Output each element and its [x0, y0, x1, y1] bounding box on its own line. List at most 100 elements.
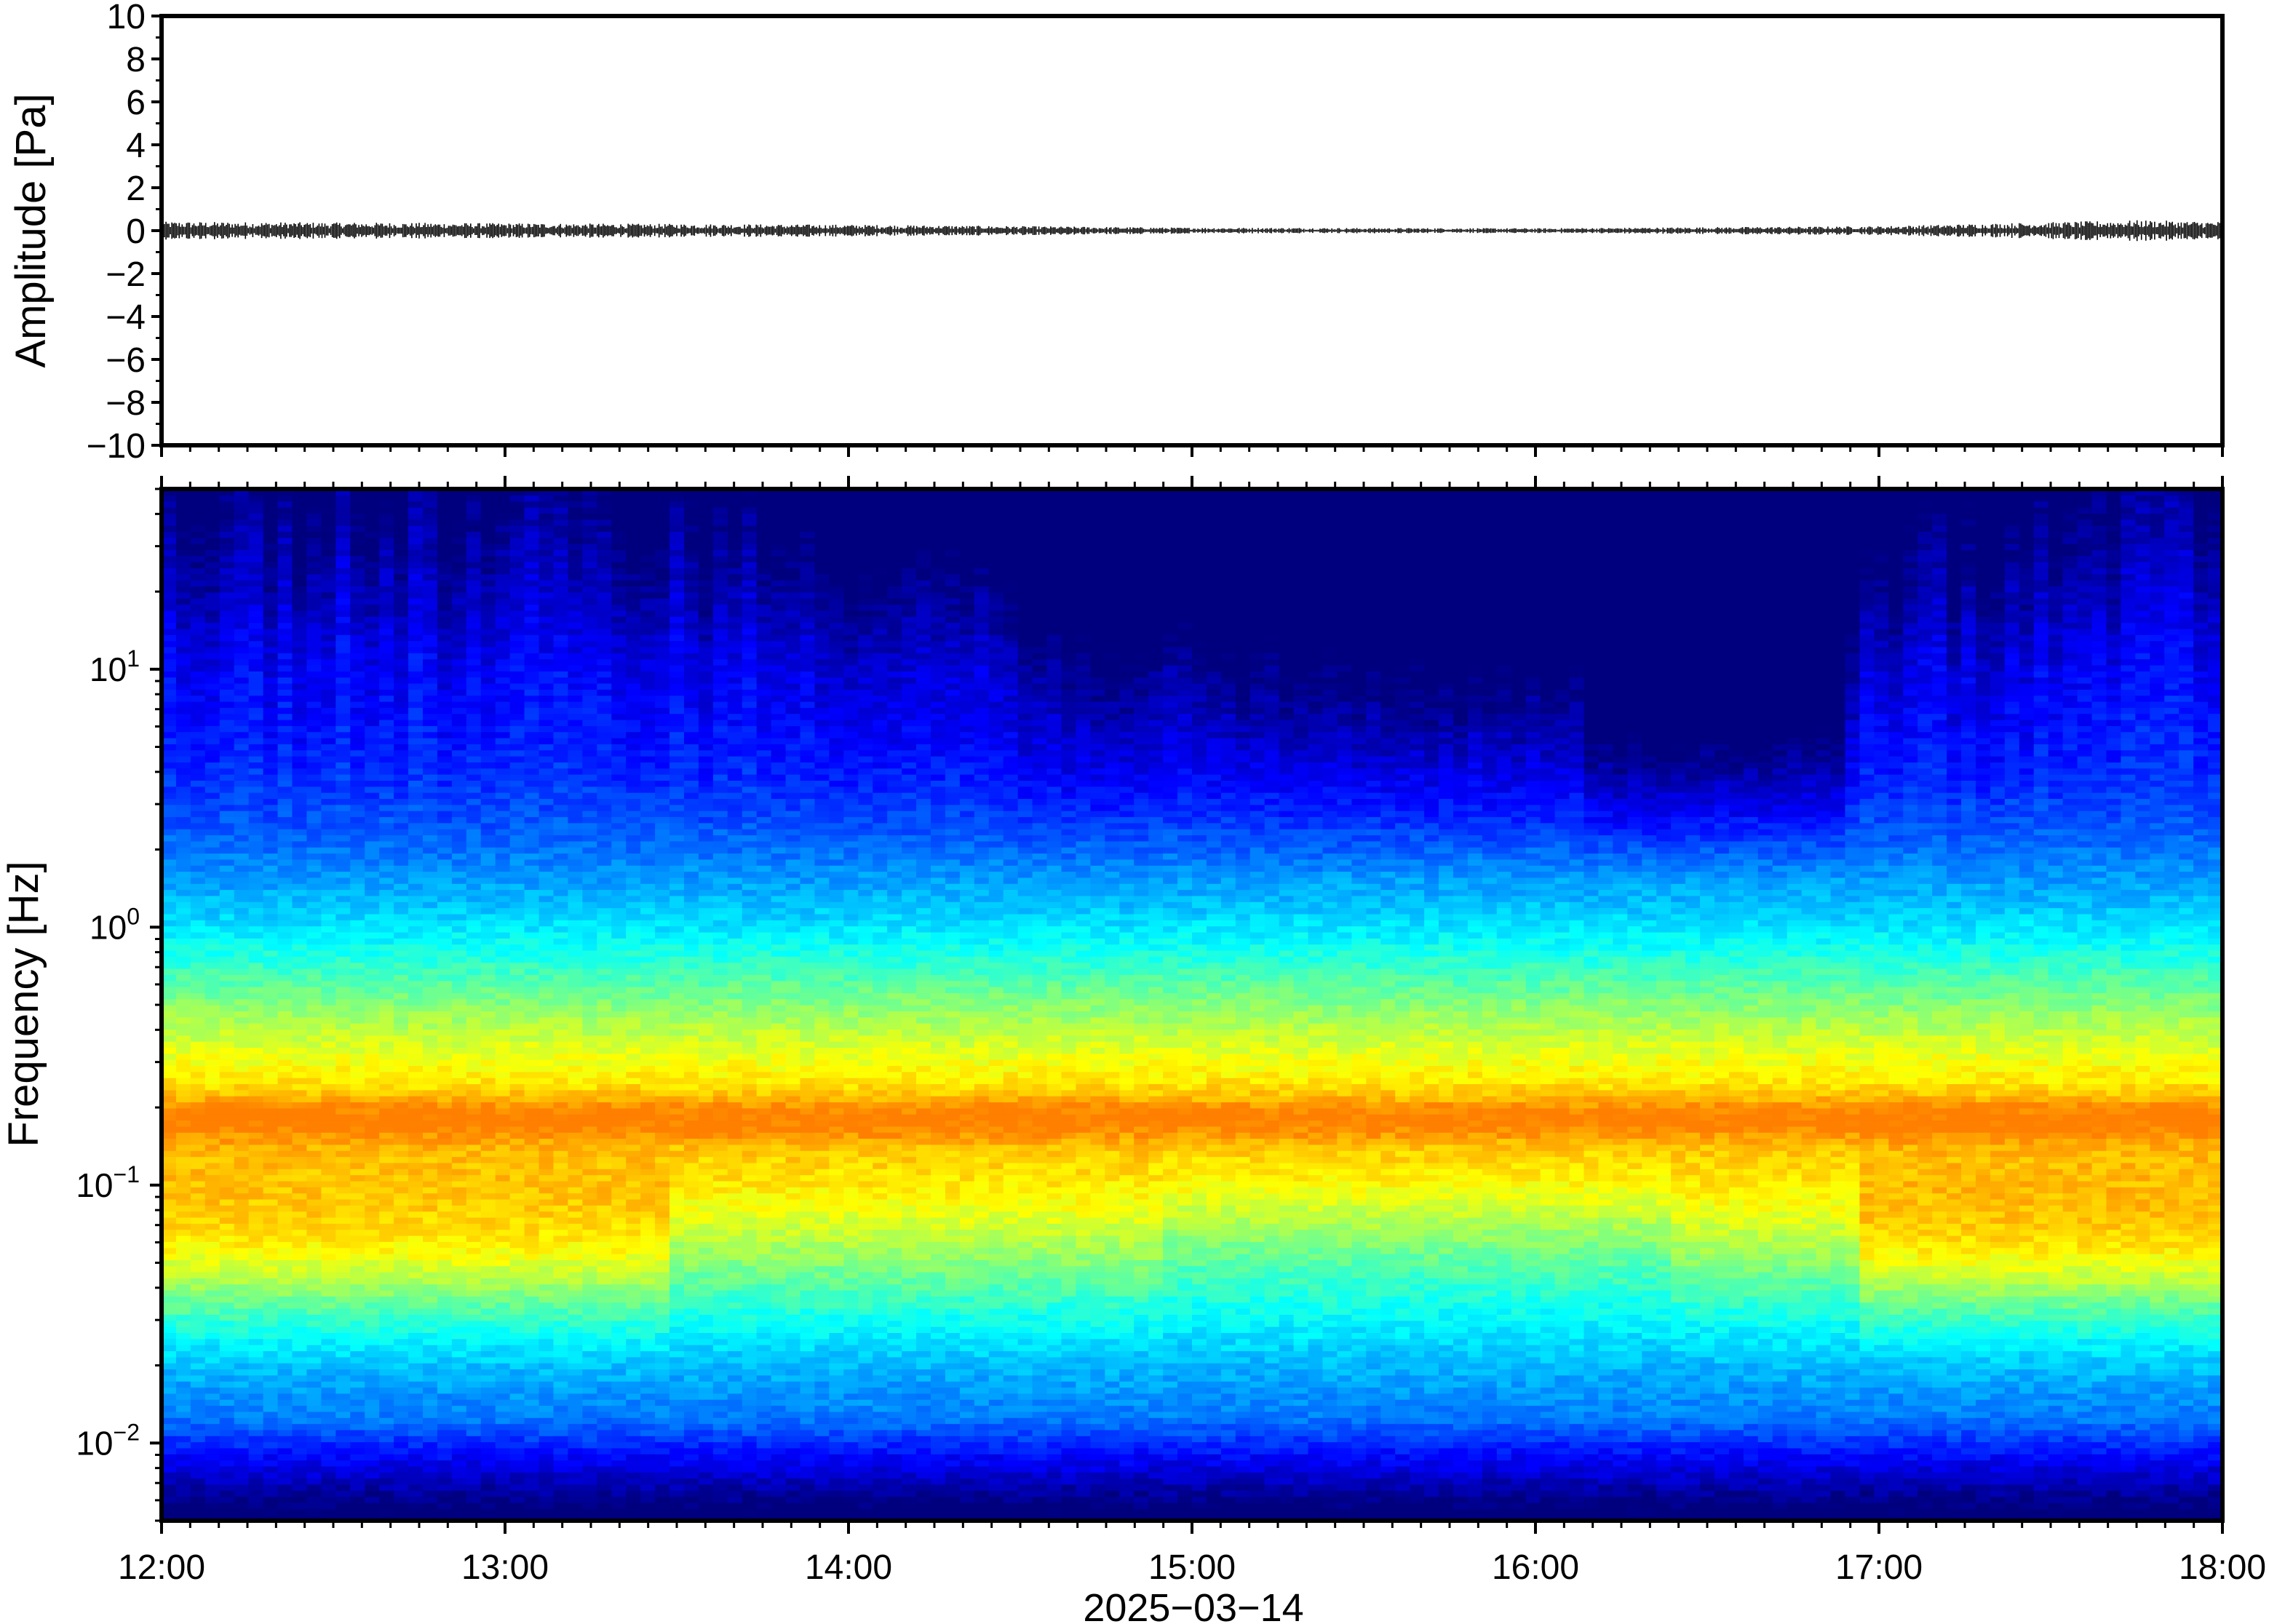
- spectrogram-cell: [422, 920, 438, 927]
- spectrogram-cell: [509, 962, 525, 969]
- spectrogram-cell: [190, 1223, 206, 1230]
- spectrogram-cell: [204, 1478, 220, 1485]
- spectrogram-cell: [437, 926, 453, 933]
- spectrogram-cell: [350, 604, 365, 611]
- spectrogram-cell: [379, 555, 394, 562]
- spectrogram-cell: [234, 1369, 250, 1376]
- spectrogram-cell: [509, 1374, 525, 1382]
- spectrogram-cell: [277, 555, 293, 562]
- spectrogram-cell: [568, 1283, 583, 1291]
- spectrogram-cell: [219, 1150, 235, 1158]
- spectrogram-cell: [292, 562, 308, 569]
- spectrogram-cell: [190, 1465, 206, 1473]
- spectrogram-cell: [277, 1193, 293, 1200]
- spectrogram-cell: [408, 926, 424, 933]
- spectrogram-cell: [306, 1241, 322, 1249]
- spectrogram-cell: [277, 1345, 293, 1352]
- spectrogram-cell: [175, 1399, 191, 1406]
- spectrogram-cell: [466, 1156, 482, 1163]
- spectrogram-cell: [539, 1205, 555, 1212]
- spectrogram-cell: [509, 610, 525, 617]
- spectrogram-cell: [335, 865, 351, 872]
- spectrogram-cell: [335, 1272, 351, 1278]
- spectrogram-cell: [451, 913, 467, 920]
- spectrogram-cell: [306, 907, 322, 915]
- spectrogram-cell: [466, 1356, 482, 1364]
- spectrogram-cell: [524, 974, 540, 982]
- spectrogram-cell: [466, 840, 482, 848]
- spectrogram-cell: [335, 1338, 351, 1345]
- spectrogram-cell: [408, 1205, 424, 1212]
- spectrogram-cell: [524, 598, 540, 605]
- spectrogram-cell: [524, 986, 540, 993]
- spectrogram-cell: [234, 555, 250, 562]
- spectrogram-cell: [321, 992, 336, 1000]
- spectrogram-cell: [204, 974, 220, 982]
- spectrogram-cell: [509, 1078, 525, 1085]
- spectrogram-cell: [394, 1478, 409, 1485]
- spectrogram-cell: [495, 980, 511, 987]
- spectrogram-cell: [292, 786, 308, 793]
- spectrogram-cell: [175, 1290, 191, 1297]
- spectrogram-cell: [204, 1514, 220, 1521]
- spectrogram-cell: [263, 1223, 279, 1230]
- spectrogram-cell: [219, 1484, 235, 1491]
- spectrogram-cell: [466, 737, 482, 744]
- spectrogram-cell: [480, 1393, 496, 1400]
- spectrogram-cell: [306, 1107, 322, 1115]
- spectrogram-cell: [451, 1187, 467, 1194]
- spectrogram-cell: [204, 968, 220, 975]
- spectrogram-cell: [263, 1272, 279, 1278]
- spectrogram-cell: [263, 1332, 279, 1340]
- spectrogram-cell: [466, 501, 482, 508]
- spectrogram-cell: [292, 1126, 308, 1133]
- spectrogram-cell: [495, 811, 511, 818]
- spectrogram-cell: [162, 586, 177, 593]
- spectrogram-cell: [234, 1393, 250, 1400]
- spectrogram-cell: [263, 1308, 279, 1315]
- spectrogram-cell: [451, 580, 467, 587]
- spectrogram-cell: [306, 622, 322, 629]
- spectrogram-cell: [263, 1205, 279, 1212]
- spectrogram-cell: [422, 1265, 438, 1273]
- spectrogram-cell: [379, 1332, 394, 1340]
- spectrogram-cell: [190, 901, 206, 909]
- spectrogram-cell: [451, 1211, 467, 1218]
- spectrogram-cell: [248, 1326, 264, 1334]
- spectrogram-cell: [394, 998, 409, 1006]
- spectrogram-cell: [539, 1356, 555, 1364]
- spectrogram-cell: [175, 1162, 191, 1169]
- spectrogram-cell: [568, 1229, 583, 1236]
- spectrogram-cell: [204, 792, 220, 799]
- spectrogram-cell: [263, 1247, 279, 1254]
- spectrogram-cell: [394, 1156, 409, 1163]
- spectrogram-cell: [175, 1374, 191, 1382]
- spectrogram-cell: [277, 646, 293, 653]
- spectrogram-cell: [422, 519, 438, 526]
- spectrogram-cell: [162, 1241, 177, 1249]
- spectrogram-cell: [248, 1302, 264, 1309]
- spectrogram-cell: [335, 968, 351, 975]
- spectrogram-cell: [437, 1071, 453, 1078]
- spectrogram-cell: [480, 913, 496, 920]
- spectrogram-cell: [480, 1460, 496, 1467]
- spectrogram-cell: [219, 749, 235, 757]
- spectrogram-cell: [466, 598, 482, 605]
- spectrogram-cell: [422, 1283, 438, 1291]
- spectrogram-cell: [379, 1059, 394, 1067]
- spectrogram-cell: [292, 537, 308, 544]
- spectrogram-cell: [175, 1345, 191, 1352]
- spectrogram-cell: [365, 992, 380, 1000]
- spectrogram-cell: [466, 1253, 482, 1260]
- spectrogram-cell: [408, 1393, 424, 1400]
- spectrogram-cell: [466, 1035, 482, 1042]
- spectrogram-cell: [277, 1484, 293, 1491]
- spectrogram-cell: [509, 671, 525, 678]
- spectrogram-cell: [495, 713, 511, 720]
- spectrogram-cell: [234, 798, 250, 805]
- spectrogram-cell: [495, 1387, 511, 1394]
- spectrogram-cell: [539, 1387, 555, 1394]
- spectrogram-cell: [248, 731, 264, 739]
- spectrogram-cell: [379, 1089, 394, 1096]
- spectrogram-cell: [365, 811, 380, 818]
